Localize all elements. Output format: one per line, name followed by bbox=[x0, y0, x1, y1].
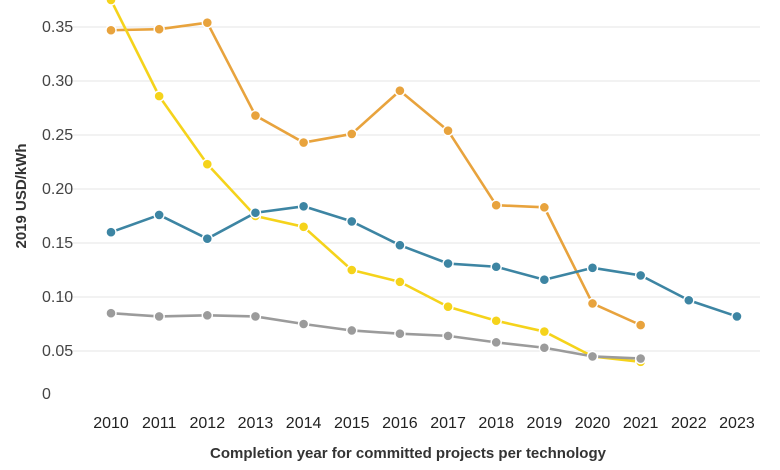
data-point bbox=[105, 0, 117, 6]
x-tick-label: 2016 bbox=[382, 415, 418, 432]
data-point bbox=[153, 90, 165, 102]
data-point bbox=[153, 310, 165, 323]
y-tick-label: 0.20 bbox=[42, 181, 73, 198]
data-point bbox=[683, 294, 695, 306]
data-point bbox=[201, 309, 214, 322]
data-point bbox=[346, 215, 358, 228]
data-point bbox=[394, 85, 406, 97]
data-point bbox=[201, 232, 214, 245]
x-tick-label: 2015 bbox=[334, 415, 370, 432]
data-point bbox=[538, 201, 551, 214]
x-tick-label: 2022 bbox=[671, 415, 707, 432]
x-tick-label: 2019 bbox=[527, 415, 563, 432]
data-point bbox=[297, 136, 310, 149]
series-2 bbox=[105, 200, 743, 323]
x-axis-label: Completion year for committed projects p… bbox=[210, 445, 607, 462]
data-point bbox=[490, 315, 502, 327]
grid-lines bbox=[58, 26, 760, 352]
series-0 bbox=[105, 16, 647, 331]
data-point bbox=[394, 239, 406, 251]
data-point bbox=[346, 264, 358, 276]
data-point bbox=[105, 226, 117, 238]
series-line bbox=[109, 0, 641, 364]
y-tick-label: 0.35 bbox=[42, 19, 73, 36]
y-tick-label: 0 bbox=[42, 386, 51, 403]
data-point bbox=[442, 330, 454, 342]
data-point bbox=[297, 318, 310, 330]
data-point bbox=[105, 24, 117, 36]
data-point bbox=[586, 297, 599, 310]
series-line bbox=[110, 21, 642, 327]
data-point bbox=[442, 301, 454, 313]
x-tick-label: 2017 bbox=[430, 415, 466, 432]
series-lines bbox=[105, 0, 743, 368]
data-point bbox=[634, 269, 647, 282]
data-point bbox=[249, 109, 262, 122]
x-tick-label: 2020 bbox=[575, 415, 611, 432]
series-1 bbox=[105, 0, 647, 368]
y-tick-label: 0.30 bbox=[42, 73, 73, 90]
series-line bbox=[110, 311, 641, 360]
x-tick-label: 2021 bbox=[623, 415, 659, 432]
data-point bbox=[586, 262, 599, 274]
data-point bbox=[634, 319, 647, 331]
y-tick-label: 0.05 bbox=[42, 343, 73, 360]
data-point bbox=[442, 257, 454, 270]
y-tick-label: 0.10 bbox=[42, 289, 73, 306]
y-axis-label: 2019 USD/kWh bbox=[13, 143, 30, 248]
data-point bbox=[297, 221, 310, 233]
data-point bbox=[153, 23, 165, 35]
x-tick-label: 2018 bbox=[478, 415, 514, 432]
y-tick-label: 0.25 bbox=[42, 127, 73, 144]
data-point bbox=[490, 336, 502, 349]
data-point bbox=[538, 325, 551, 338]
data-point bbox=[297, 200, 310, 212]
data-point bbox=[586, 350, 599, 363]
data-point bbox=[442, 124, 454, 137]
data-point bbox=[346, 128, 358, 140]
data-point bbox=[394, 276, 406, 288]
data-point bbox=[490, 261, 502, 273]
data-point bbox=[394, 328, 406, 340]
data-point bbox=[201, 16, 214, 29]
series-line bbox=[110, 204, 738, 318]
x-tick-label: 2010 bbox=[93, 415, 129, 432]
series-3 bbox=[105, 307, 647, 365]
x-tick-label: 2023 bbox=[719, 415, 755, 432]
x-tick-label: 2011 bbox=[142, 415, 177, 432]
data-point bbox=[249, 310, 262, 323]
y-tick-label: 0.15 bbox=[42, 235, 73, 252]
x-tick-label: 2012 bbox=[190, 415, 226, 432]
x-tick-label: 2014 bbox=[286, 415, 322, 432]
data-point bbox=[538, 342, 551, 354]
x-axis-ticks: 2010 2011 2012 2013 2014 2015 2016 2017 2018 2019… bbox=[93, 415, 755, 432]
data-point bbox=[634, 352, 647, 365]
data-point bbox=[201, 158, 214, 170]
data-point bbox=[153, 209, 165, 221]
x-tick-label: 2013 bbox=[238, 415, 274, 432]
y-axis-ticks: 0 0.05 0.10 0.15 0.20 0.25 0.30 0.35 bbox=[42, 19, 73, 403]
data-point bbox=[490, 199, 502, 211]
data-point bbox=[346, 324, 358, 337]
data-point bbox=[731, 310, 743, 323]
data-point bbox=[249, 207, 262, 219]
data-point bbox=[105, 307, 117, 319]
data-point bbox=[538, 274, 551, 286]
